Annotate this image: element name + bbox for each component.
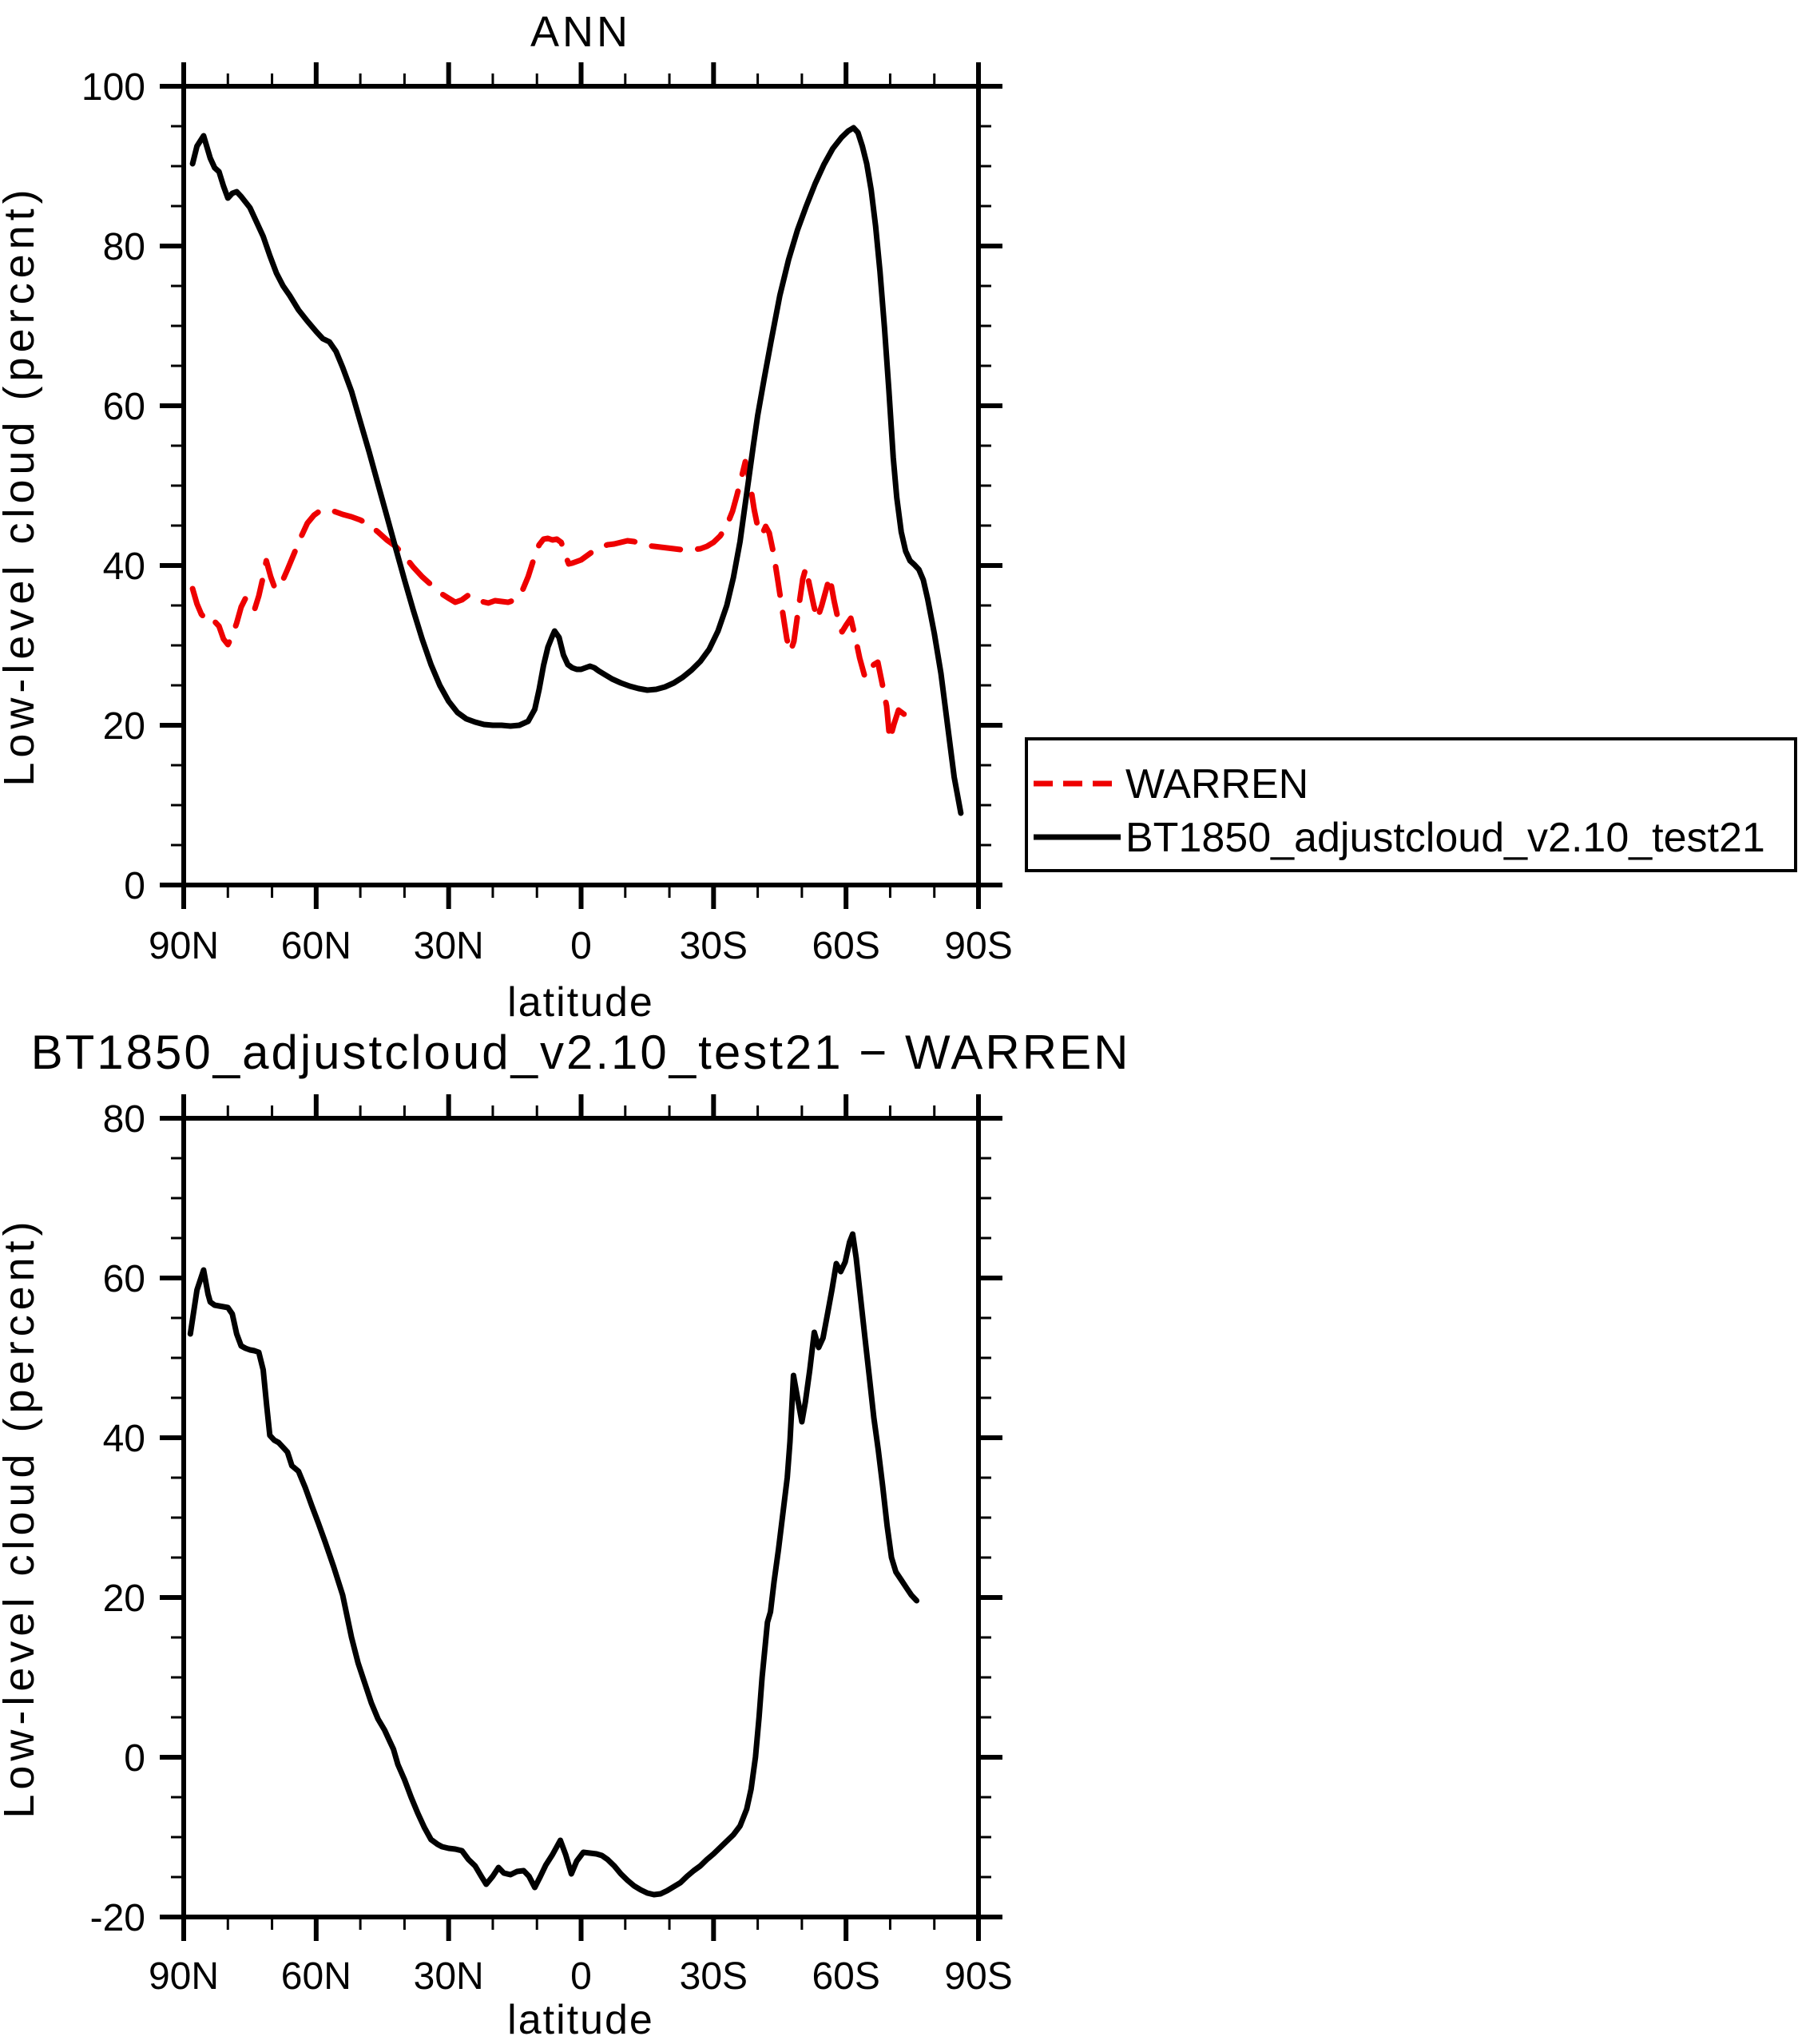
ann-y-tick-label: 80 — [103, 226, 145, 268]
chart-diff: BT1850_adjustcloud_v2.10_test21 − WARREN… — [0, 1026, 1131, 2043]
diff-plot-frame — [181, 1116, 981, 1919]
chart-diff-x-axis-label: latitude — [507, 1997, 654, 2043]
chart-diff-title: BT1850_adjustcloud_v2.10_test21 − WARREN — [31, 1026, 1131, 1079]
diff-x-tick-label: 90N — [149, 1955, 219, 1998]
diff-y-tick-label: -20 — [90, 1897, 145, 1939]
ann-x-tick-label: 90N — [149, 925, 219, 967]
chart-ann-x-axis-label: latitude — [507, 979, 654, 1026]
ann-x-tick-label: 90S — [944, 925, 1012, 967]
diff-y-tick-label: 40 — [103, 1418, 145, 1460]
diff-x-tick-label: 0 — [570, 1955, 592, 1998]
chart-ann-plot-area: 90N 60N 30N 0 30S 60S 90S 0 20 40 60 80 100 — [81, 62, 1013, 967]
diff-x-tick-label: 60S — [812, 1955, 879, 1998]
ann-x-tick-label: 60S — [812, 925, 879, 967]
diff-y-tick-label: 60 — [103, 1258, 145, 1300]
legend-row-bt1850: BT1850_adjustcloud_v2.10_test21 — [1034, 815, 1765, 861]
chart-diff-y-axis-label: Low-level cloud (percent) — [0, 1216, 43, 1818]
diff-x-tick-label: 90S — [944, 1955, 1012, 1998]
legend-box — [1025, 737, 1797, 872]
diff-x-tick-label: 30S — [680, 1955, 748, 1998]
legend-label-bt1850: BT1850_adjustcloud_v2.10_test21 — [1125, 815, 1765, 861]
ann-y-tick-label: 0 — [124, 865, 145, 907]
ann-y-tick-label: 100 — [81, 66, 145, 109]
series-BT1850_adjustcloud_v2.10_test21_minus_WARREN — [187, 1231, 920, 1898]
chart-ann: ANN latitude Low-level cloud (percent) 9… — [0, 8, 1013, 1026]
chart-ann-y-axis-label: Low-level cloud (percent) — [0, 185, 43, 786]
ann-y-tick-label: 60 — [103, 386, 145, 428]
chart-diff-plot-area: 90N 60N 30N 0 30S 60S 90S -20 0 20 40 60 80 — [90, 1094, 1013, 1998]
series-WARREN — [189, 458, 917, 743]
ann-x-tick-label: 60N — [281, 925, 351, 967]
diff-x-tick-label: 60N — [281, 1955, 351, 1998]
legend-row-warren: WARREN — [1034, 761, 1308, 808]
legend: WARREN BT1850_adjustcloud_v2.10_test21 — [1025, 737, 1797, 872]
diff-y-tick-label: 20 — [103, 1578, 145, 1620]
ann-y-tick-label: 20 — [103, 705, 145, 748]
ann-plot-frame — [181, 84, 981, 887]
diff-x-tick-label: 30N — [414, 1955, 484, 1998]
series-BT1850_adjustcloud_v2.10_test21 — [189, 125, 964, 816]
legend-label-warren: WARREN — [1125, 761, 1308, 808]
diff-y-tick-label: 80 — [103, 1098, 145, 1141]
chart-ann-title: ANN — [530, 8, 631, 56]
ann-y-tick-label: 40 — [103, 546, 145, 588]
ann-x-tick-label: 30N — [414, 925, 484, 967]
ann-x-tick-label: 30S — [680, 925, 748, 967]
ann-x-tick-label: 0 — [570, 925, 592, 967]
diff-y-tick-label: 0 — [124, 1737, 145, 1780]
